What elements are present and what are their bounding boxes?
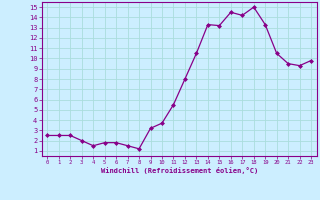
X-axis label: Windchill (Refroidissement éolien,°C): Windchill (Refroidissement éolien,°C) bbox=[100, 167, 258, 174]
